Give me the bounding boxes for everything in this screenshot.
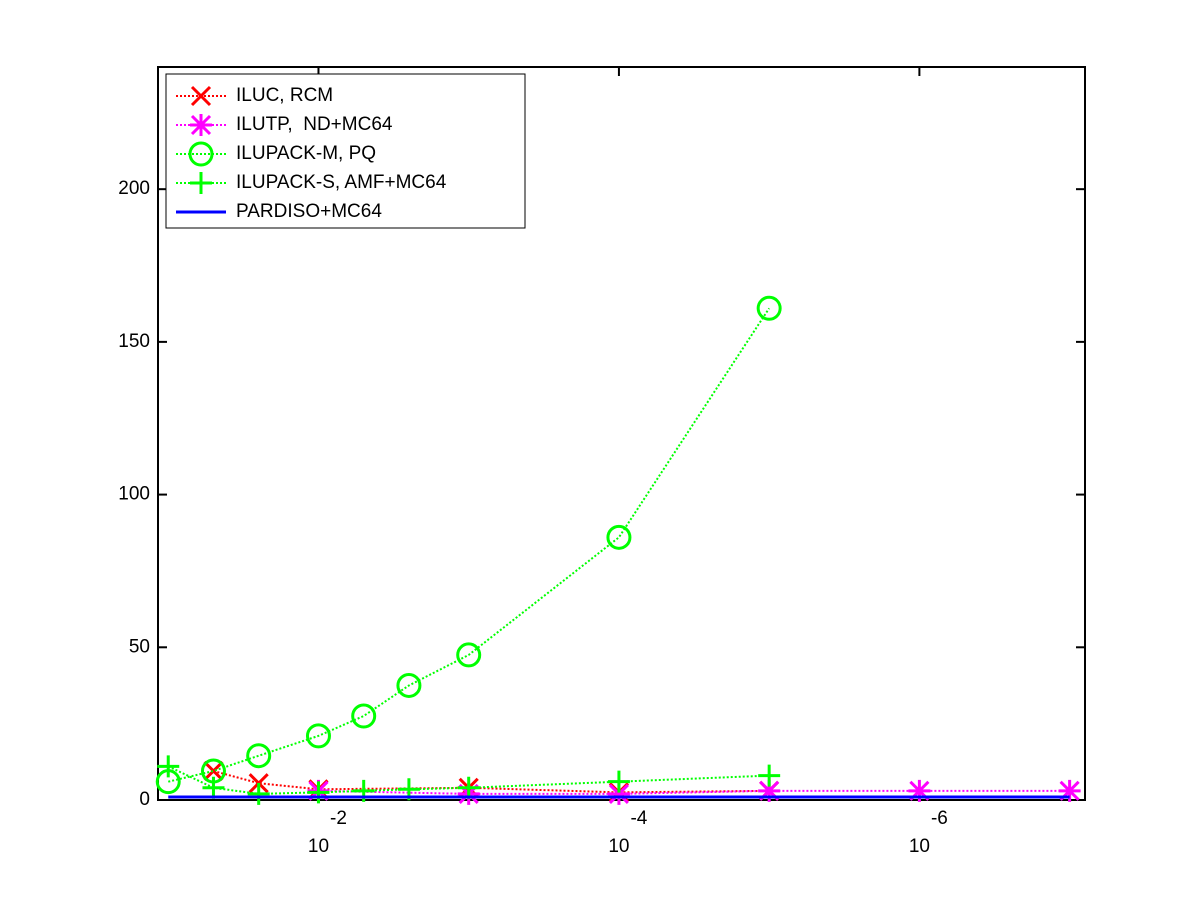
marker (351, 703, 377, 729)
marker (188, 141, 214, 167)
y-tick-label: 100 (118, 484, 150, 505)
x-tick-label: 10 (308, 836, 329, 857)
marker (1058, 779, 1081, 802)
x-tick-label: 10 (608, 836, 629, 857)
x-tick-label: 10 (909, 836, 930, 857)
marker (203, 760, 224, 782)
marker (247, 782, 270, 805)
marker (307, 781, 330, 804)
marker (202, 776, 225, 799)
marker (758, 779, 781, 802)
y-tick-label: 200 (118, 178, 150, 199)
legend-label: ILUTP, ND+MC64 (236, 114, 393, 135)
x-tick-exponent: -6 (931, 808, 948, 829)
series-line (318, 789, 1070, 795)
marker (606, 524, 632, 550)
y-tick-label: 0 (139, 789, 150, 810)
legend-label: PARDISO+MC64 (236, 201, 382, 222)
x-tick-exponent: -4 (630, 808, 647, 829)
marker (457, 776, 480, 799)
marker (157, 755, 180, 778)
plot-area (157, 66, 1086, 801)
y-tick-label: 50 (129, 636, 150, 657)
y-tick-label: 150 (118, 331, 150, 352)
marker (607, 782, 630, 805)
marker (758, 764, 781, 787)
marker (305, 723, 331, 749)
marker (607, 770, 630, 793)
legend-label: ILUPACK-M, PQ (236, 143, 376, 164)
legend-box (165, 73, 526, 229)
marker (190, 114, 212, 136)
marker (396, 672, 422, 698)
legend: ILUC, RCM ILUTP, ND+MC64 ILUPACK-M, PQ ILUP… (165, 73, 526, 229)
legend-label: ILUPACK-S, AMF+MC64 (236, 172, 447, 193)
x-tick-exponent: -2 (330, 808, 347, 829)
legend-label: ILUC, RCM (236, 85, 333, 106)
marker (756, 295, 782, 321)
marker (246, 743, 272, 769)
marker (908, 779, 931, 802)
marker (190, 172, 212, 194)
marker (190, 85, 212, 107)
series-line (213, 770, 770, 794)
marker (456, 642, 482, 668)
